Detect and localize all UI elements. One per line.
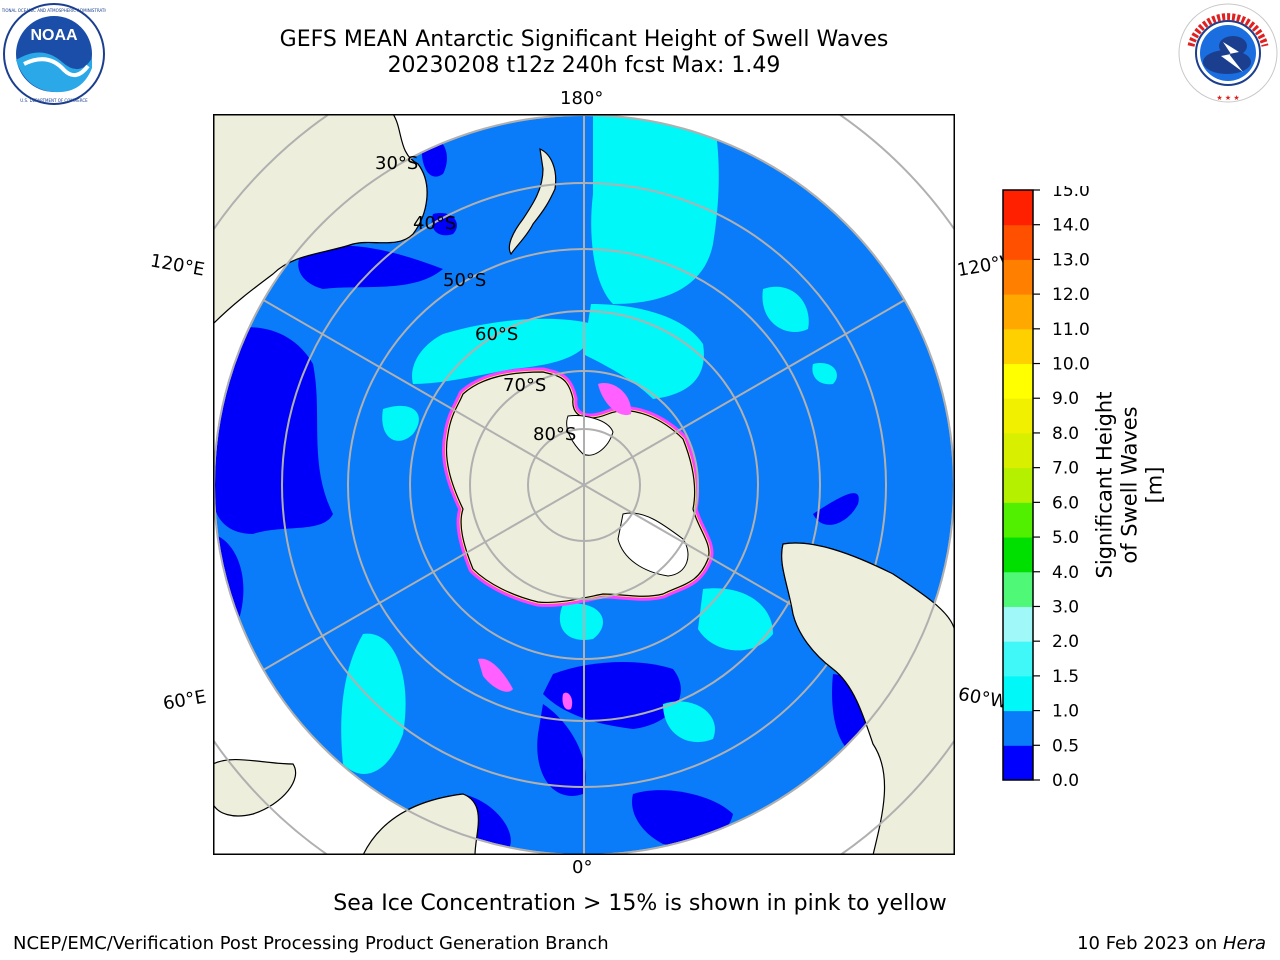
colorbar-swatch — [1003, 537, 1033, 573]
ross-ice-shelf — [566, 415, 614, 456]
colorbar-swatches — [1003, 190, 1033, 781]
colorbar-tick-label: 10.0 — [1052, 355, 1090, 375]
colorbar-swatch — [1003, 710, 1033, 746]
colorbar-tick-label: 3.0 — [1052, 597, 1079, 617]
noaa-logo-icon: NOAA NATIONAL OCEANIC AND ATMOSPHERIC AD… — [2, 3, 106, 105]
lat-label-40s: 40°S — [413, 213, 456, 234]
colorbar-swatch — [1003, 675, 1033, 712]
colorbar-swatch — [1003, 571, 1033, 607]
colorbar-swatch — [1003, 363, 1033, 399]
colorbar-swatch — [1003, 328, 1033, 365]
svg-text:★ ★ ★: ★ ★ ★ — [1216, 94, 1239, 102]
colorbar-tick-label: 4.0 — [1052, 563, 1079, 583]
lon-label-180: 180° — [560, 88, 604, 109]
colorbar-swatch — [1003, 259, 1033, 295]
higher-swell-areas — [341, 115, 837, 774]
colorbar-tick-label: 9.0 — [1052, 389, 1079, 409]
chart-subtitle: 20230208 t12z 240h fcst Max: 1.49 — [387, 53, 781, 78]
svg-text:U.S. DEPARTMENT OF COMMERCE: U.S. DEPARTMENT OF COMMERCE — [20, 98, 88, 103]
nws-logo-icon: ★ ★ ★ — [1178, 3, 1278, 103]
lat-label-30s: 30°S — [375, 153, 418, 174]
colorbar-swatch — [1003, 398, 1033, 434]
chart-title: GEFS MEAN Antarctic Significant Height o… — [279, 27, 889, 52]
footer-machine: Hera — [1222, 933, 1266, 954]
colorbar-swatch — [1003, 190, 1033, 226]
colorbar-swatch — [1003, 432, 1033, 469]
map-border — [213, 114, 955, 855]
footer-credit: NCEP/EMC/Verification Post Processing Pr… — [13, 933, 609, 954]
colorbar-swatch — [1003, 467, 1033, 503]
polar-map: 30°S 40°S 50°S 60°S 70°S 80°S — [213, 114, 955, 855]
colorbar-tick-label: 6.0 — [1052, 493, 1079, 513]
colorbar-swatch — [1003, 606, 1033, 642]
sea-ice-note: Sea Ice Concentration > 15% is shown in … — [333, 891, 947, 916]
colorbar-swatch — [1003, 745, 1033, 781]
colorbar-label: Significant Height of Swell Waves [m] — [1092, 391, 1167, 579]
colorbar-tick-label: 1.5 — [1052, 667, 1079, 687]
lon-label-0: 0° — [572, 857, 593, 878]
colorbar-tick-label: 13.0 — [1052, 250, 1090, 270]
lat-label-60s: 60°S — [475, 324, 518, 345]
colorbar-swatch — [1003, 502, 1033, 538]
lat-label-70s: 70°S — [503, 375, 546, 396]
colorbar-swatch — [1003, 641, 1033, 677]
new-zealand — [508, 147, 557, 256]
noaa-logo-text: NOAA — [30, 27, 78, 44]
colorbar-tick-label: 2.0 — [1052, 632, 1079, 652]
colorbar-tick-label: 0.5 — [1052, 736, 1079, 756]
lon-label-60e: 60°E — [161, 686, 208, 715]
lat-label-80s: 80°S — [533, 424, 576, 445]
lon-label-120e: 120°E — [148, 250, 207, 281]
colorbar-tick-label: 0.0 — [1052, 771, 1079, 786]
colorbar-tick-label: 15.0 — [1052, 186, 1090, 201]
colorbar-tick-label: 5.0 — [1052, 528, 1079, 548]
colorbar-tick-label: 7.0 — [1052, 459, 1079, 479]
svg-text:NATIONAL OCEANIC AND ATMOSPHER: NATIONAL OCEANIC AND ATMOSPHERIC ADMINIS… — [2, 8, 106, 13]
colorbar: 0.0 0.5 1.0 1.5 2.0 3.0 4.0 5.0 6.0 7.0 8.0 9.0 10.0… — [1002, 186, 1090, 786]
footer-date: 10 Feb 2023 on Hera — [1077, 933, 1266, 954]
colorbar-tick-label: 12.0 — [1052, 285, 1090, 305]
colorbar-tick-label: 11.0 — [1052, 320, 1090, 340]
colorbar-tick-label: 1.0 — [1052, 702, 1079, 722]
colorbar-tick-label: 14.0 — [1052, 216, 1090, 236]
colorbar-swatch — [1003, 224, 1033, 260]
footer-date-text: 10 Feb 2023 on — [1077, 933, 1223, 954]
colorbar-ticks: 0.0 0.5 1.0 1.5 2.0 3.0 4.0 5.0 6.0 7.0 8.0 9.0 10.0… — [1033, 186, 1090, 786]
colorbar-tick-label: 8.0 — [1052, 424, 1079, 444]
lat-label-50s: 50°S — [443, 270, 486, 291]
colorbar-swatch — [1003, 294, 1033, 330]
